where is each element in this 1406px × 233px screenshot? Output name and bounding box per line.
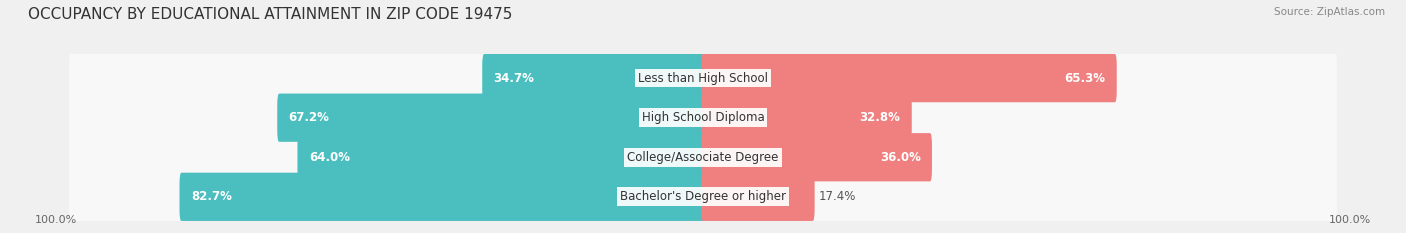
Text: Less than High School: Less than High School bbox=[638, 72, 768, 85]
FancyBboxPatch shape bbox=[702, 54, 1116, 102]
FancyBboxPatch shape bbox=[69, 44, 1337, 113]
Text: 100.0%: 100.0% bbox=[34, 215, 77, 225]
Text: Bachelor's Degree or higher: Bachelor's Degree or higher bbox=[620, 190, 786, 203]
FancyBboxPatch shape bbox=[702, 173, 814, 221]
Text: 34.7%: 34.7% bbox=[494, 72, 534, 85]
FancyBboxPatch shape bbox=[482, 54, 704, 102]
FancyBboxPatch shape bbox=[69, 123, 1337, 192]
Text: 82.7%: 82.7% bbox=[191, 190, 232, 203]
Text: 67.2%: 67.2% bbox=[288, 111, 329, 124]
Text: 64.0%: 64.0% bbox=[309, 151, 350, 164]
Text: 65.3%: 65.3% bbox=[1064, 72, 1105, 85]
Text: OCCUPANCY BY EDUCATIONAL ATTAINMENT IN ZIP CODE 19475: OCCUPANCY BY EDUCATIONAL ATTAINMENT IN Z… bbox=[28, 7, 513, 22]
Text: 32.8%: 32.8% bbox=[859, 111, 900, 124]
FancyBboxPatch shape bbox=[69, 83, 1337, 152]
Text: Source: ZipAtlas.com: Source: ZipAtlas.com bbox=[1274, 7, 1385, 17]
FancyBboxPatch shape bbox=[702, 94, 911, 142]
Text: 17.4%: 17.4% bbox=[820, 190, 856, 203]
Text: 36.0%: 36.0% bbox=[880, 151, 921, 164]
Text: 100.0%: 100.0% bbox=[1329, 215, 1372, 225]
FancyBboxPatch shape bbox=[69, 162, 1337, 231]
FancyBboxPatch shape bbox=[277, 94, 704, 142]
FancyBboxPatch shape bbox=[298, 133, 704, 181]
FancyBboxPatch shape bbox=[180, 173, 704, 221]
FancyBboxPatch shape bbox=[702, 133, 932, 181]
Text: College/Associate Degree: College/Associate Degree bbox=[627, 151, 779, 164]
Text: High School Diploma: High School Diploma bbox=[641, 111, 765, 124]
